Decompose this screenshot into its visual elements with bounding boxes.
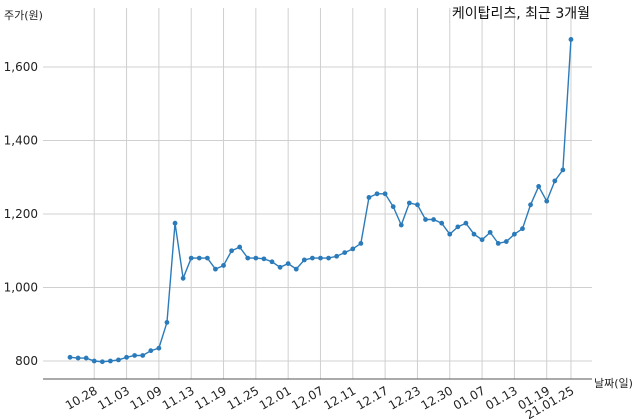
- data-point: [253, 255, 259, 261]
- data-point: [406, 200, 412, 206]
- data-point: [374, 191, 380, 197]
- data-point: [334, 253, 340, 259]
- data-point: [140, 353, 146, 358]
- data-point: [568, 37, 574, 42]
- data-point: [67, 354, 73, 360]
- data-point: [528, 202, 533, 208]
- data-point: [164, 320, 170, 325]
- x-tick-label: 11.13: [160, 383, 197, 412]
- data-point: [301, 257, 307, 263]
- data-point: [366, 195, 372, 200]
- data-point: [204, 255, 210, 261]
- data-point: [188, 255, 194, 261]
- x-tick-label: 10.28: [63, 383, 100, 412]
- data-point: [91, 358, 97, 364]
- data-point: [148, 348, 154, 354]
- data-point: [83, 355, 89, 361]
- data-point: [455, 224, 461, 230]
- data-point: [326, 255, 331, 261]
- data-point: [213, 266, 218, 272]
- data-point: [512, 231, 517, 237]
- data-point: [487, 229, 493, 235]
- chart-title: 케이탑리츠, 최근 3개월: [452, 6, 590, 22]
- data-point: [310, 255, 315, 261]
- data-point: [463, 220, 469, 226]
- data-point: [221, 263, 226, 268]
- data-point: [350, 246, 356, 252]
- x-tick-label: 12.01: [257, 383, 294, 412]
- data-point: [358, 241, 364, 246]
- y-tick-label: 800: [15, 354, 38, 368]
- data-point: [75, 355, 81, 361]
- y-axis-label: 주가(원): [4, 9, 43, 22]
- data-point: [503, 239, 509, 244]
- data-point: [552, 178, 558, 184]
- data-point: [108, 358, 113, 364]
- data-point: [415, 202, 420, 208]
- data-point: [99, 359, 105, 365]
- data-point: [132, 353, 138, 358]
- x-tick-label: 11.19: [192, 383, 229, 412]
- y-tick-labels: 800 1,000 1,200 1,400 1,600: [4, 60, 38, 368]
- x-tick-label: 12.23: [386, 383, 423, 412]
- data-point: [471, 231, 477, 237]
- x-tick-label: 12.30: [419, 383, 456, 412]
- data-point: [180, 275, 186, 281]
- data-point: [277, 264, 283, 270]
- data-point: [229, 248, 235, 254]
- data-point: [536, 184, 542, 189]
- data-point: [431, 217, 436, 222]
- data-point: [447, 231, 453, 237]
- x-tick-label: 01.13: [483, 383, 520, 412]
- data-point: [342, 250, 348, 255]
- data-point: [423, 217, 428, 222]
- data-point: [237, 244, 243, 250]
- data-point: [293, 266, 299, 272]
- x-tick-label: 11.25: [225, 383, 262, 412]
- data-point: [124, 354, 129, 360]
- y-tick-label: 1,600: [4, 60, 38, 74]
- data-point: [439, 220, 445, 226]
- data-point: [390, 204, 396, 210]
- y-tick-label: 1,200: [4, 207, 38, 221]
- y-tick-label: 1,400: [4, 134, 38, 148]
- x-axis-label: 날짜(일): [594, 376, 633, 390]
- data-point: [318, 255, 323, 261]
- data-point: [245, 255, 251, 261]
- data-point: [382, 191, 388, 197]
- price-data-points: [67, 37, 574, 365]
- x-tick-label: 12.11: [322, 383, 359, 412]
- x-tick-labels: 10.2811.0311.0911.1311.1911.2512.0112.07…: [63, 383, 576, 419]
- data-point: [269, 259, 275, 265]
- x-tick-label: 11.09: [128, 383, 165, 412]
- data-point: [156, 345, 162, 351]
- x-tick-label: 01.07: [451, 383, 488, 412]
- data-point: [495, 241, 501, 246]
- data-point: [172, 220, 178, 226]
- data-point: [196, 255, 202, 261]
- x-tick-label: 12.07: [289, 383, 326, 412]
- data-point: [398, 222, 404, 228]
- x-tick-label: 11.03: [95, 383, 132, 412]
- data-point: [479, 237, 485, 243]
- data-point: [116, 357, 121, 363]
- x-tick-label: 12.17: [354, 383, 391, 412]
- data-point: [261, 256, 267, 262]
- y-tick-label: 1,000: [4, 281, 38, 295]
- data-point: [285, 261, 291, 267]
- data-point: [560, 167, 566, 173]
- grid-lines: [43, 8, 592, 379]
- data-point: [520, 226, 525, 232]
- data-point: [544, 198, 550, 204]
